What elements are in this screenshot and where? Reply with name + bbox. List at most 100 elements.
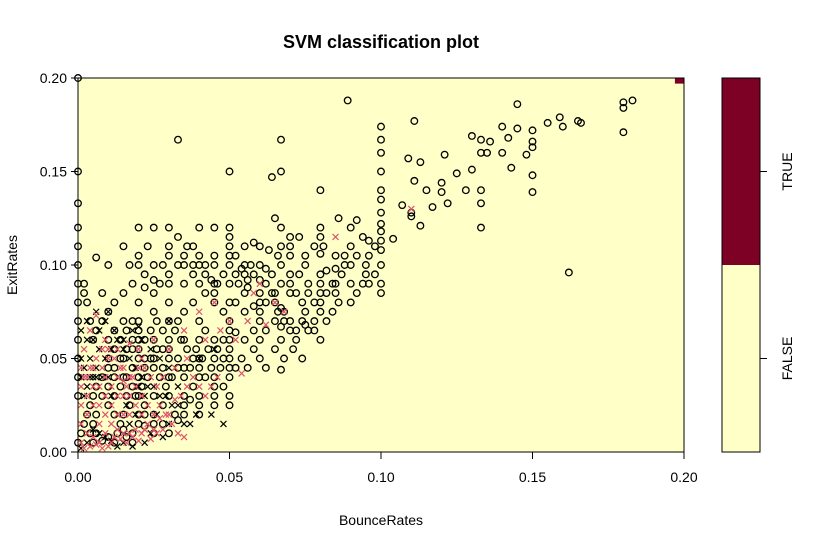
data-point-circle (225, 373, 234, 382)
data-point-circle (149, 223, 158, 232)
data-point-circle (177, 335, 185, 344)
data-point-circle (528, 188, 537, 197)
data-point-x-red (80, 373, 88, 381)
data-point-circle (340, 261, 349, 269)
data-point-x-black (101, 355, 109, 362)
data-point-x-red (407, 205, 415, 213)
data-point-circle (286, 232, 295, 241)
data-point-x-red (201, 392, 209, 400)
data-point-circle (377, 195, 385, 204)
data-point-x-black (83, 383, 91, 390)
data-point-circle (122, 326, 131, 335)
data-point-x-red (126, 373, 133, 381)
data-point-x-red (153, 429, 161, 437)
data-point-circle (149, 363, 158, 372)
data-point-circle (110, 326, 119, 335)
data-point-circle (189, 298, 198, 307)
data-point-circle (180, 251, 188, 260)
data-point-circle (319, 242, 328, 251)
x-tick-label: 0.05 (216, 469, 243, 485)
data-point-circle (183, 242, 192, 251)
data-point-circle (240, 307, 249, 316)
data-point-x-red (92, 355, 100, 362)
data-point-x-black (141, 392, 149, 400)
data-point-circle (352, 216, 361, 225)
data-point-circle (164, 242, 173, 251)
data-point-circle (255, 289, 264, 297)
data-point-circle (186, 363, 195, 372)
data-point-circle (249, 238, 258, 247)
data-point-circle (404, 154, 413, 163)
data-point-x-black (129, 327, 136, 334)
data-point-x-red (107, 420, 115, 428)
data-point-circle (219, 335, 228, 344)
data-point-circle (267, 173, 276, 182)
data-point-circle (361, 261, 370, 269)
y-tick-label: 0.20 (40, 70, 67, 86)
data-points (74, 74, 637, 452)
data-point-circle (358, 232, 367, 241)
x-axis-label: BounceRates (339, 512, 423, 528)
data-point-x-red (156, 414, 164, 422)
data-point-x-red (256, 280, 264, 288)
data-point-circle (158, 261, 167, 269)
data-point-circle (104, 307, 113, 316)
data-point-x-red (83, 411, 91, 419)
data-point-circle (249, 270, 258, 279)
data-point-x-red (95, 383, 103, 390)
data-point-x-red (95, 401, 103, 409)
data-point-circle (167, 373, 176, 382)
data-point-circle (225, 279, 234, 288)
data-point-circle (310, 317, 319, 326)
data-point-circle (255, 335, 264, 344)
data-point-x-red (107, 401, 115, 409)
data-point-circle (346, 223, 355, 232)
data-point-circle (210, 223, 219, 232)
y-tick-label: 0.15 (40, 164, 67, 180)
data-point-x-black (89, 336, 97, 344)
data-point-circle (377, 208, 385, 217)
data-point-circle (292, 335, 301, 344)
data-point-circle (225, 261, 234, 269)
data-point-x-black (92, 364, 100, 372)
data-point-circle (164, 298, 173, 307)
data-point-x-red (138, 411, 146, 419)
data-point-circle (261, 298, 270, 307)
x-tick-label: 0.00 (64, 469, 91, 485)
data-point-circle (164, 354, 173, 363)
data-point-x-red (80, 345, 88, 353)
data-point-circle (428, 203, 437, 211)
data-point-circle (207, 276, 216, 284)
data-point-circle (174, 135, 182, 144)
data-point-circle (219, 354, 228, 363)
data-point-x-red (77, 439, 85, 447)
data-point-circle (195, 335, 204, 344)
data-point-circle (134, 345, 143, 354)
data-point-x-red (120, 392, 127, 400)
data-point-circle (255, 307, 264, 316)
data-point-x-red (83, 373, 91, 381)
data-point-circle (180, 307, 188, 316)
data-point-circle (334, 214, 343, 223)
data-point-circle (134, 251, 143, 260)
data-point-circle (195, 363, 204, 372)
data-point-circle (80, 289, 89, 297)
data-point-circle (328, 307, 337, 316)
data-point-x-black (107, 392, 115, 400)
data-point-circle (364, 251, 373, 260)
data-point-x-red (132, 401, 139, 409)
y-tick-label: 0.10 (40, 257, 67, 273)
data-point-x-red (171, 364, 179, 372)
data-point-x-black (135, 383, 143, 390)
data-point-x-red (132, 426, 139, 433)
data-point-circle (180, 401, 188, 410)
data-point-circle (116, 354, 125, 363)
data-point-circle (316, 270, 325, 279)
data-point-circle (340, 251, 349, 260)
data-point-circle (277, 365, 285, 374)
data-point-circle (164, 223, 173, 232)
data-point-circle (577, 118, 585, 127)
data-point-circle (271, 214, 279, 223)
data-point-circle (131, 391, 140, 400)
data-point-circle (237, 354, 246, 363)
